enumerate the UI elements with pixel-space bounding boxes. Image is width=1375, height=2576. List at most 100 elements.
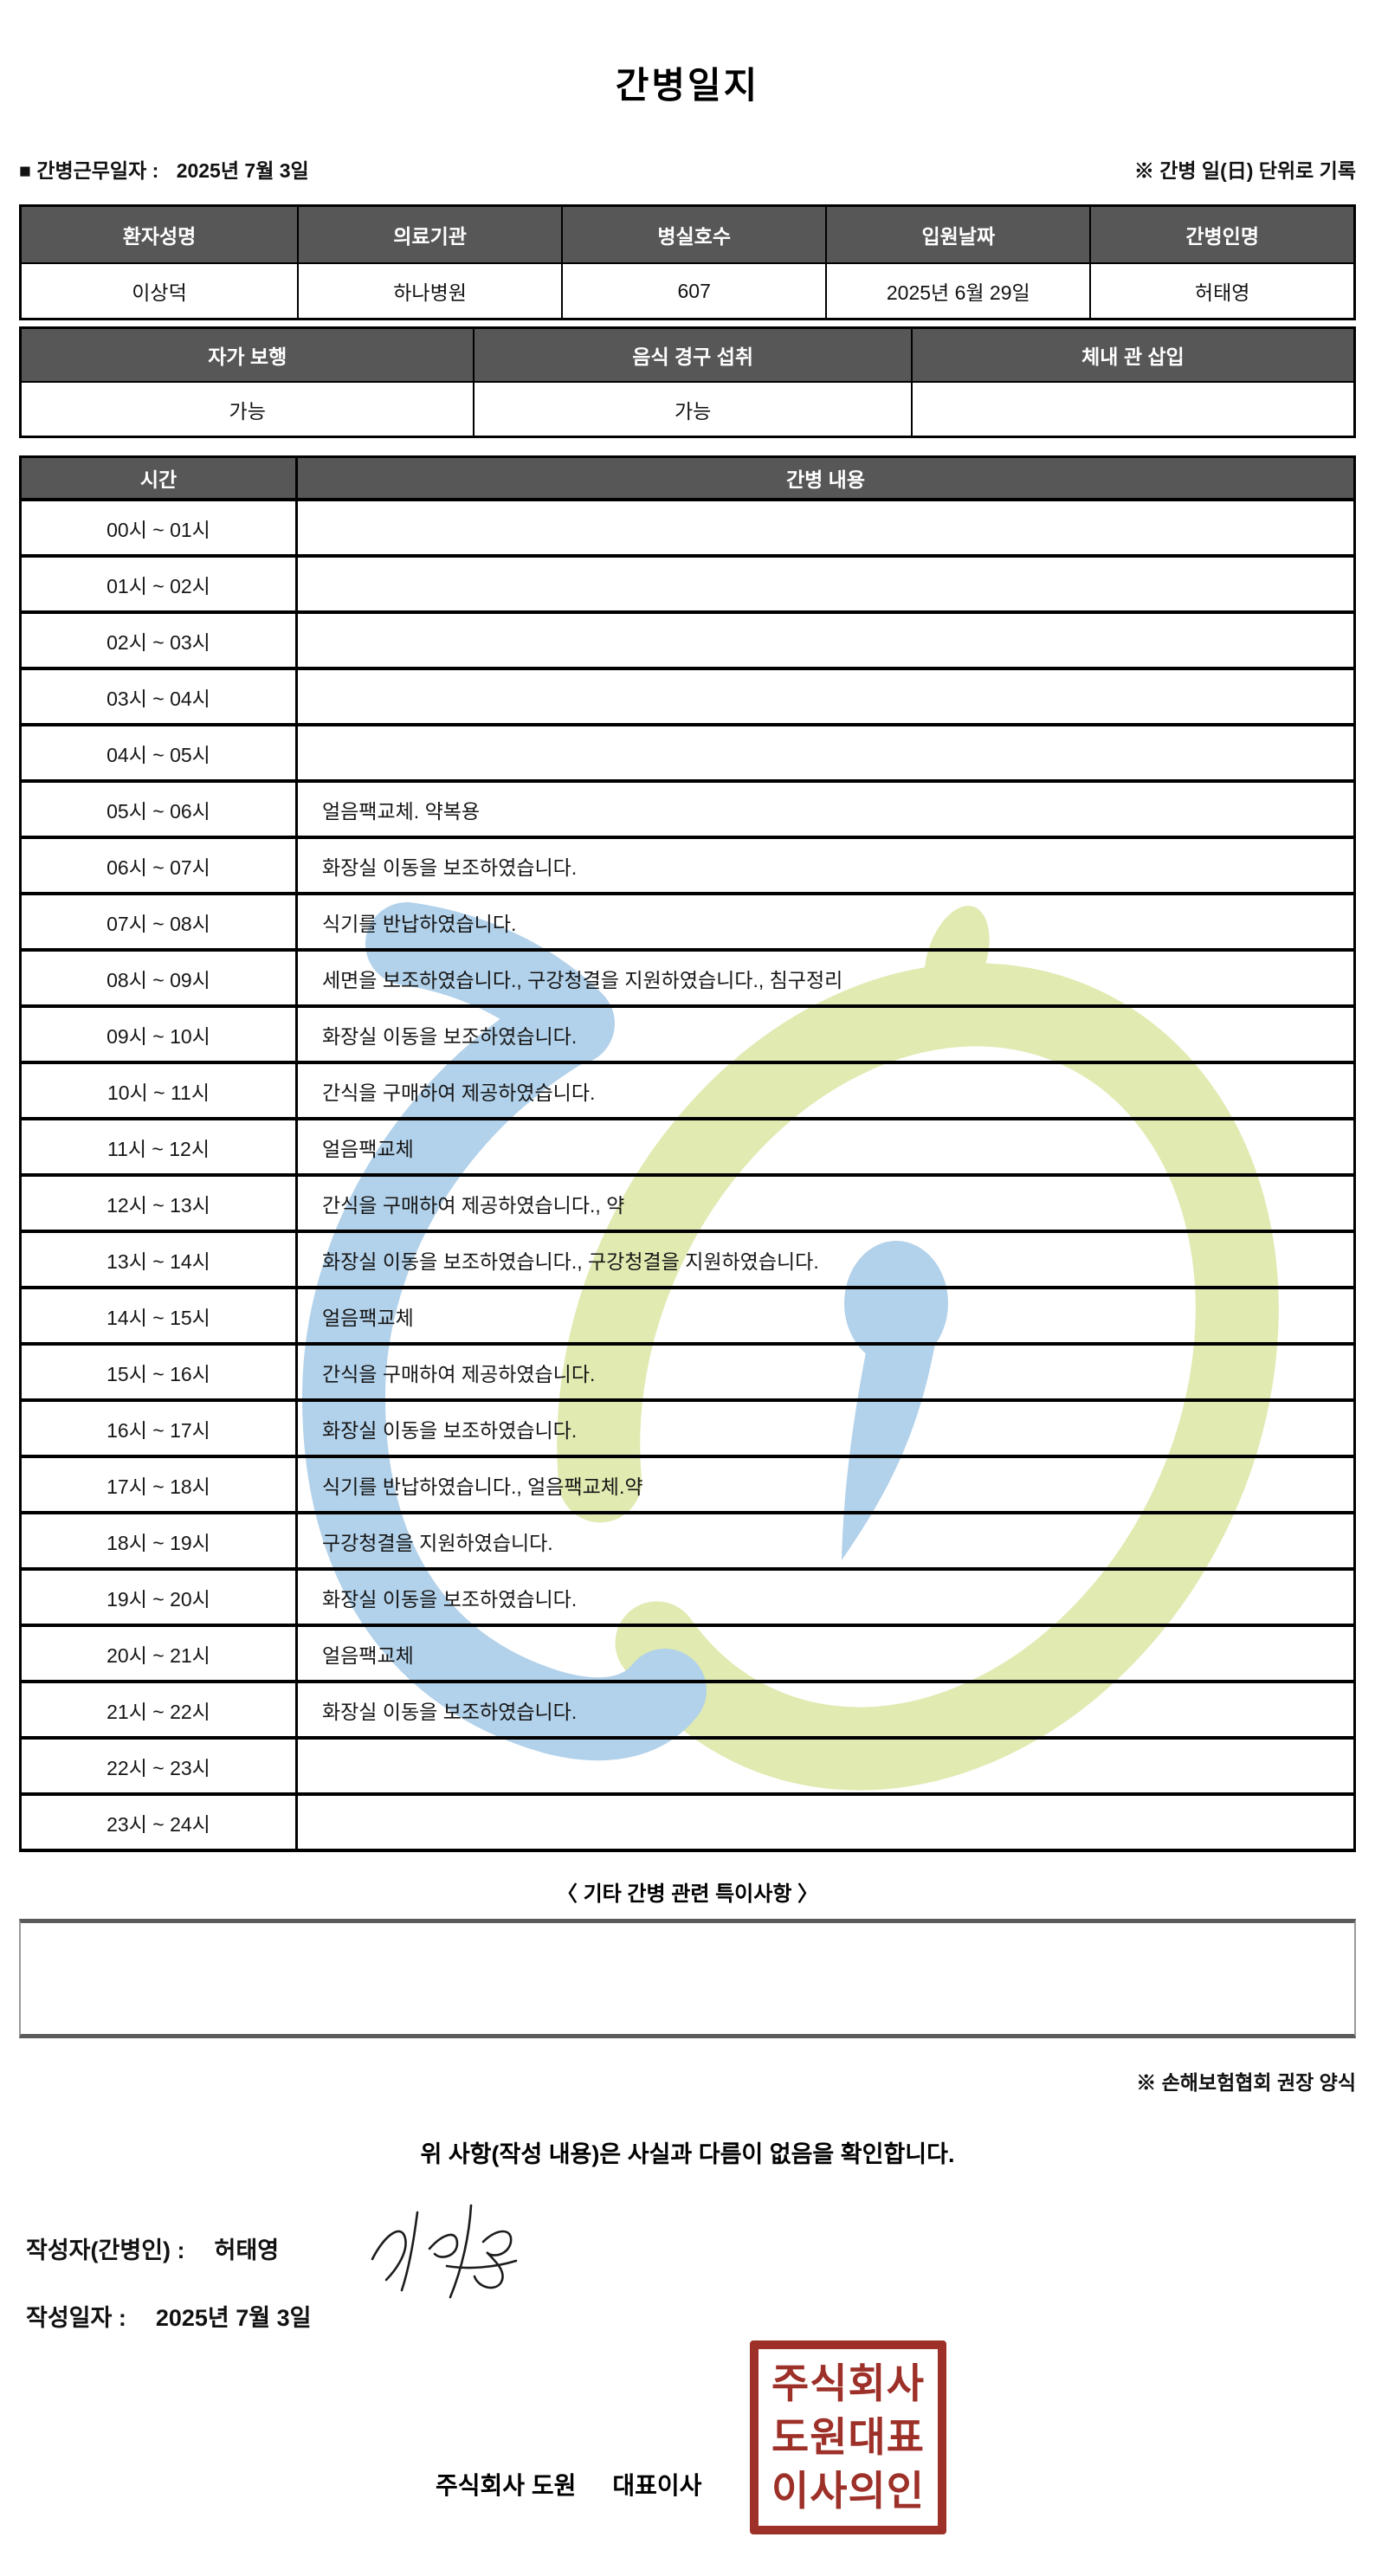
time-slot-cell: 04시 ~ 05시	[19, 723, 298, 784]
time-slot-cell: 14시 ~ 15시	[19, 1286, 298, 1346]
care-log-row: 21시 ~ 22시 화장실 이동을 보조하였습니다.	[19, 1680, 1357, 1740]
company-name: 주식회사 도원	[436, 2472, 577, 2500]
care-log-row: 18시 ~ 19시 구강청결을 지원하였습니다.	[19, 1511, 1357, 1572]
time-slot-cell: 09시 ~ 10시	[19, 1004, 298, 1065]
patient-status-table: 자가 보행 음식 경구 섭취 체내 관 삽입 가능 가능	[19, 326, 1356, 439]
time-slot-cell: 08시 ~ 09시	[19, 948, 298, 1009]
time-column-header: 시간	[19, 455, 298, 501]
time-slot-cell: 17시 ~ 18시	[19, 1455, 298, 1515]
page-title: 간병일지	[615, 65, 760, 106]
care-log-row: 17시 ~ 18시 식기를 반납하였습니다., 얼음팩교체.약	[19, 1455, 1357, 1515]
care-content-cell	[294, 610, 1357, 671]
time-slot-cell: 13시 ~ 14시	[19, 1230, 298, 1290]
care-content-cell: 얼음팩교체	[294, 1117, 1357, 1178]
patient-status-value-row: 가능 가능	[19, 381, 1356, 438]
care-log-row: 07시 ~ 08시 식기를 반납하였습니다.	[19, 892, 1357, 952]
hospital-value: 하나병원	[297, 262, 564, 320]
care-work-date-label: ■ 간병근무일자 :	[19, 159, 159, 183]
hourly-care-log-table: 시간 간병 내용 00시 ~ 01시 01시 ~ 02시 02시 ~ 03시 03시 …	[19, 455, 1357, 1853]
write-date-value: 2025년 7월 3일	[155, 2305, 312, 2332]
care-content-cell: 간식을 구매하여 제공하였습니다.	[294, 1061, 1357, 1121]
care-log-row: 06시 ~ 07시 화장실 이동을 보조하였습니다.	[19, 836, 1357, 896]
care-content-cell: 화장실 이동을 보조하였습니다.	[294, 1680, 1357, 1740]
care-content-cell: 간식을 구매하여 제공하였습니다., 약	[294, 1173, 1357, 1234]
caregiver-name-value: 허태영	[1089, 262, 1356, 320]
meta-row: ■ 간병근무일자 : 2025년 7월 3일 ※ 간병 일(日) 단위로 기록	[19, 154, 1356, 184]
time-slot-cell: 00시 ~ 01시	[19, 498, 298, 558]
self-walking-value: 가능	[19, 381, 475, 438]
care-content-cell: 화장실 이동을 보조하였습니다.	[294, 1567, 1357, 1628]
time-slot-cell: 15시 ~ 16시	[19, 1342, 298, 1403]
time-slot-cell: 03시 ~ 04시	[19, 667, 298, 727]
time-slot-cell: 21시 ~ 22시	[19, 1680, 298, 1740]
writer-line: 작성자(간병인) : 허태영	[26, 2231, 279, 2265]
oral-intake-value: 가능	[473, 381, 913, 438]
care-work-date: ■ 간병근무일자 : 2025년 7월 3일	[19, 154, 309, 184]
writer-name: 허태영	[214, 2237, 280, 2264]
care-log-row: 02시 ~ 03시	[19, 610, 1357, 671]
patient-name-header: 환자성명	[19, 204, 300, 265]
time-slot-cell: 20시 ~ 21시	[19, 1624, 298, 1684]
time-slot-cell: 22시 ~ 23시	[19, 1736, 298, 1797]
care-content-cell: 간식을 구매하여 제공하였습니다.	[294, 1342, 1357, 1403]
writer-label: 작성자(간병인) :	[26, 2237, 185, 2264]
care-log-row: 15시 ~ 16시 간식을 구매하여 제공하였습니다.	[19, 1342, 1357, 1403]
care-log-row: 03시 ~ 04시	[19, 667, 1357, 727]
care-content-cell: 얼음팩교체	[294, 1624, 1357, 1684]
care-log-row: 16시 ~ 17시 화장실 이동을 보조하였습니다.	[19, 1398, 1357, 1459]
room-number-header: 병실호수	[561, 204, 828, 265]
care-content-cell: 화장실 이동을 보조하였습니다.	[294, 1004, 1357, 1065]
care-content-cell: 구강청결을 지원하였습니다.	[294, 1511, 1357, 1572]
care-content-cell: 얼음팩교체. 약복용	[294, 779, 1357, 840]
care-content-cell: 화장실 이동을 보조하였습니다., 구강청결을 지원하였습니다.	[294, 1230, 1357, 1290]
patient-info-value-row: 이상덕 하나병원 607 2025년 6월 29일 허태영	[19, 262, 1356, 320]
care-content-cell: 얼음팩교체	[294, 1286, 1357, 1346]
care-log-row: 09시 ~ 10시 화장실 이동을 보조하였습니다.	[19, 1004, 1357, 1065]
write-date-line: 작성일자 : 2025년 7월 3일	[26, 2299, 311, 2333]
care-content-cell: 식기를 반납하였습니다.	[294, 892, 1357, 952]
care-content-cell	[294, 1736, 1357, 1797]
admission-date-value: 2025년 6월 29일	[825, 262, 1092, 320]
care-log-row: 05시 ~ 06시 얼음팩교체. 약복용	[19, 779, 1357, 840]
stamp-row-2: 도원대표	[771, 2414, 925, 2461]
care-content-cell: 세면을 보조하였습니다., 구강청결을 지원하였습니다., 침구정리	[294, 948, 1357, 1009]
hospital-header: 의료기관	[297, 204, 564, 265]
care-log-row: 19시 ~ 20시 화장실 이동을 보조하였습니다.	[19, 1567, 1357, 1628]
time-slot-cell: 10시 ~ 11시	[19, 1061, 298, 1121]
care-log-row: 23시 ~ 24시	[19, 1792, 1357, 1853]
care-log-row: 14시 ~ 15시 얼음팩교체	[19, 1286, 1357, 1346]
stamp-row-3: 이사의인	[771, 2468, 925, 2515]
stamp-row-1: 주식회사	[771, 2360, 925, 2407]
care-log-row: 10시 ~ 11시 간식을 구매하여 제공하였습니다.	[19, 1061, 1357, 1121]
care-work-date-value: 2025년 7월 3일	[176, 159, 309, 183]
care-content-cell	[294, 554, 1357, 615]
care-log-row: 08시 ~ 09시 세면을 보조하였습니다., 구강청결을 지원하였습니다., 침…	[19, 948, 1357, 1009]
time-slot-cell: 07시 ~ 08시	[19, 892, 298, 952]
care-log-row: 01시 ~ 02시	[19, 554, 1357, 615]
care-log-row: 04시 ~ 05시	[19, 723, 1357, 784]
tube-insertion-header: 체내 관 삽입	[910, 326, 1356, 384]
time-slot-cell: 11시 ~ 12시	[19, 1117, 298, 1178]
care-log-row: 12시 ~ 13시 간식을 구매하여 제공하였습니다., 약	[19, 1173, 1357, 1234]
time-slot-cell: 05시 ~ 06시	[19, 779, 298, 840]
time-slot-cell: 02시 ~ 03시	[19, 610, 298, 671]
special-notes-box	[19, 1919, 1356, 2039]
time-slot-cell: 12시 ~ 13시	[19, 1173, 298, 1234]
time-slot-cell: 01시 ~ 02시	[19, 554, 298, 615]
care-content-cell	[294, 667, 1357, 727]
care-content-cell: 식기를 반납하였습니다., 얼음팩교체.약	[294, 1455, 1357, 1515]
recommended-form-note: ※ 손해보험협회 권장 양식	[1136, 2071, 1356, 2095]
admission-date-header: 입원날짜	[825, 204, 1092, 265]
time-slot-cell: 16시 ~ 17시	[19, 1398, 298, 1459]
company-role: 대표이사	[612, 2472, 702, 2500]
tube-insertion-value	[910, 381, 1356, 438]
special-notes-heading: 〈 기타 간병 관련 특이사항 〉	[556, 1882, 819, 1907]
time-slot-cell: 23시 ~ 24시	[19, 1792, 298, 1853]
care-content-column-header: 간병 내용	[294, 455, 1357, 501]
care-log-row: 20시 ~ 21시 얼음팩교체	[19, 1624, 1357, 1684]
time-slot-cell: 18시 ~ 19시	[19, 1511, 298, 1572]
caregiver-name-header: 간병인명	[1089, 204, 1356, 265]
handwritten-signature	[371, 2204, 518, 2299]
care-log-row: 11시 ~ 12시 얼음팩교체	[19, 1117, 1357, 1178]
